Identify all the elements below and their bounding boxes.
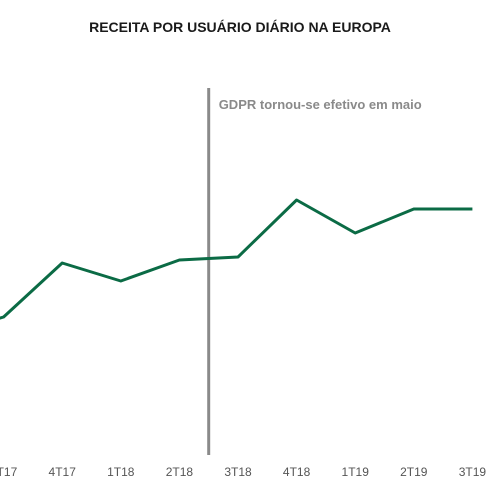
x-tick-label: 2T19 xyxy=(400,465,428,479)
x-axis-ticks: 2T173T174T171T182T183T184T181T192T193T19 xyxy=(0,465,486,479)
x-tick-label: 3T17 xyxy=(0,465,18,479)
series-line-0 xyxy=(0,198,473,320)
x-tick-label: 1T18 xyxy=(107,465,135,479)
x-tick-label: 1T19 xyxy=(342,465,370,479)
x-tick-label: 3T19 xyxy=(459,465,487,479)
x-tick-label: 4T18 xyxy=(283,465,311,479)
x-tick-label: 2T18 xyxy=(166,465,194,479)
x-tick-label: 3T18 xyxy=(224,465,252,479)
gdpr-annotation: GDPR tornou-se efetivo em maio xyxy=(219,97,422,112)
chart-title: RECEITA POR USUÁRIO DIÁRIO NA EUROPA xyxy=(89,19,391,35)
x-tick-label: 4T17 xyxy=(49,465,77,479)
plot-area xyxy=(0,88,473,455)
